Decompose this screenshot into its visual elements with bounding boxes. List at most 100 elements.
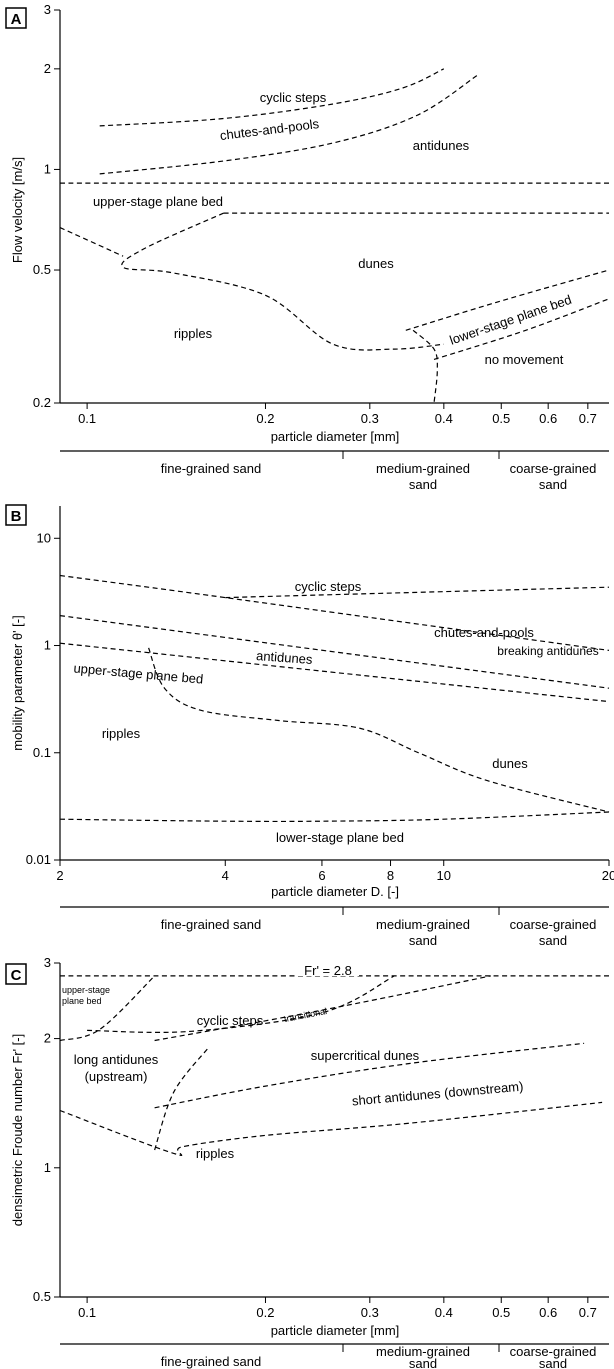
region-label: breaking antidunes xyxy=(497,644,598,658)
panel-a: A 0.2 0.5 1 2 3 0.1 0.2 0.3 0.4 0.5 0.6 0.7 Flow v… xyxy=(5,2,610,492)
grain-class-label: coarse-grained xyxy=(510,917,597,932)
region-label: upper-stage xyxy=(62,985,110,995)
region-label: lower-stage plane bed xyxy=(448,292,574,348)
y-tick-label: 0.01 xyxy=(26,852,51,867)
x-tick-label: 0.5 xyxy=(492,1305,510,1320)
grain-class-label: coarse-grained xyxy=(510,1344,597,1359)
grain-class-label: coarse-grained xyxy=(510,461,597,476)
grain-class-label: sand xyxy=(409,1356,437,1369)
regime-boundary-line xyxy=(412,329,438,404)
y-tick-label: 0.5 xyxy=(33,262,51,277)
regime-boundary-line xyxy=(225,586,610,599)
region-label: ripples xyxy=(196,1146,235,1161)
panel-a-letter-box xyxy=(5,7,27,29)
y-tick-label: 1 xyxy=(44,1160,51,1175)
regime-boundary-line xyxy=(59,615,610,689)
x-tick-label: 0.1 xyxy=(78,411,96,426)
regime-boundary-line xyxy=(154,975,491,1042)
regime-boundary-line xyxy=(59,975,156,1042)
panel-a-boundaries xyxy=(59,68,610,404)
region-label: antidunes xyxy=(413,138,470,153)
region-label: no movement xyxy=(485,352,564,367)
y-tick-label: 3 xyxy=(44,2,51,17)
x-tick-label: 0.3 xyxy=(361,1305,379,1320)
panel-a-x-label: particle diameter [mm] xyxy=(271,429,400,444)
regime-boundary-line xyxy=(59,1101,603,1156)
grain-class-label: medium-grained xyxy=(376,917,470,932)
regime-boundary-line xyxy=(121,212,444,351)
panel-c-letter: C xyxy=(11,967,22,984)
y-tick-label: 1 xyxy=(44,638,51,653)
panel-b: B 0.01 0.1 1 10 2 4 6 8 10 20 mobility parameter… xyxy=(5,504,614,948)
x-tick-label: 0.7 xyxy=(579,411,597,426)
reference-label-mask xyxy=(297,963,359,976)
x-tick-label: 0.2 xyxy=(256,411,274,426)
region-label: dunes xyxy=(492,756,528,771)
x-tick-label: 4 xyxy=(222,868,229,883)
region-label: cyclic steps xyxy=(260,90,327,105)
grain-class-label: fine-grained sand xyxy=(161,1354,261,1369)
y-tick-label: 0.1 xyxy=(33,745,51,760)
y-tick-label: 10 xyxy=(37,530,51,545)
region-label: cyclic steps xyxy=(197,1013,264,1028)
region-label: dunes xyxy=(358,256,394,271)
region-label: plane bed xyxy=(62,996,102,1006)
regime-boundary-line xyxy=(87,975,395,1034)
x-tick-label: 0.1 xyxy=(78,1305,96,1320)
x-tick-label: 0.2 xyxy=(256,1305,274,1320)
region-label: lower-stage plane bed xyxy=(276,830,404,845)
grain-class-label: sand xyxy=(539,933,567,948)
grain-class-label: sand xyxy=(409,477,437,492)
y-tick-label: 2 xyxy=(44,61,51,76)
panel-a-letter: A xyxy=(11,11,22,28)
region-label: ripples xyxy=(102,726,141,741)
y-tick-label: 3 xyxy=(44,955,51,970)
region-label: supercritical dunes xyxy=(311,1048,420,1063)
regime-boundary-line xyxy=(59,642,610,703)
x-tick-label: 6 xyxy=(318,868,325,883)
panel-a-y-label: Flow velocity [m/s] xyxy=(10,157,25,263)
y-tick-label: 1 xyxy=(44,161,51,176)
y-tick-label: 0.2 xyxy=(33,395,51,410)
x-tick-label: 8 xyxy=(387,868,394,883)
x-tick-label: 0.5 xyxy=(492,411,510,426)
region-label: chutes-and-pools xyxy=(434,625,534,640)
panel-b-x-ticks: 2 4 6 8 10 20 xyxy=(56,860,614,883)
y-tick-label: 2 xyxy=(44,1031,51,1046)
regime-boundary-line xyxy=(99,68,445,127)
x-tick-label: 0.6 xyxy=(539,411,557,426)
x-tick-label: 20 xyxy=(602,868,614,883)
x-tick-label: 10 xyxy=(437,868,451,883)
panel-c-x-ticks: 0.1 0.2 0.3 0.4 0.5 0.6 0.7 xyxy=(78,1297,597,1320)
panel-c-y-label: densimetric Froude number Fr' [-] xyxy=(10,1034,25,1227)
region-label: upper-stage plane bed xyxy=(93,194,223,209)
regime-boundary-line xyxy=(99,75,478,175)
region-label: short antidunes (downstream) xyxy=(351,1079,524,1109)
region-label: (upstream) xyxy=(85,1069,148,1084)
regime-boundary-line xyxy=(433,298,610,360)
regime-boundary-line xyxy=(59,227,124,257)
grain-class-label: fine-grained sand xyxy=(161,917,261,932)
region-label: long antidunes xyxy=(74,1052,159,1067)
regime-boundary-line xyxy=(405,269,610,331)
panel-c: C 0.5 1 2 3 0.1 0.2 0.3 0.4 0.5 0.6 0.7 densimetr… xyxy=(5,955,609,1369)
region-label: upper-stage plane bed xyxy=(73,660,204,686)
grain-class-label: sand xyxy=(539,477,567,492)
region-label: transitional xyxy=(283,1006,328,1024)
region-label: cyclic steps xyxy=(295,579,362,594)
x-tick-label: 0.3 xyxy=(361,411,379,426)
regime-boundary-line xyxy=(154,1042,585,1109)
y-tick-label: 0.5 xyxy=(33,1289,51,1304)
panel-b-x-label: particle diameter D. [-] xyxy=(271,884,399,899)
regime-boundary-line xyxy=(59,811,610,823)
grain-class-label: sand xyxy=(409,933,437,948)
reference-line-label: Fr' = 2.8 xyxy=(304,963,352,978)
panel-c-x-label: particle diameter [mm] xyxy=(271,1323,400,1338)
x-tick-label: 0.6 xyxy=(539,1305,557,1320)
panel-a-y-ticks: 0.2 0.5 1 2 3 xyxy=(33,2,60,410)
panel-c-y-ticks: 0.5 1 2 3 xyxy=(33,955,60,1304)
panel-a-x-ticks: 0.1 0.2 0.3 0.4 0.5 0.6 0.7 xyxy=(78,403,597,426)
region-label: antidunes xyxy=(256,648,314,667)
panel-b-y-ticks: 0.01 0.1 1 10 xyxy=(26,530,60,867)
